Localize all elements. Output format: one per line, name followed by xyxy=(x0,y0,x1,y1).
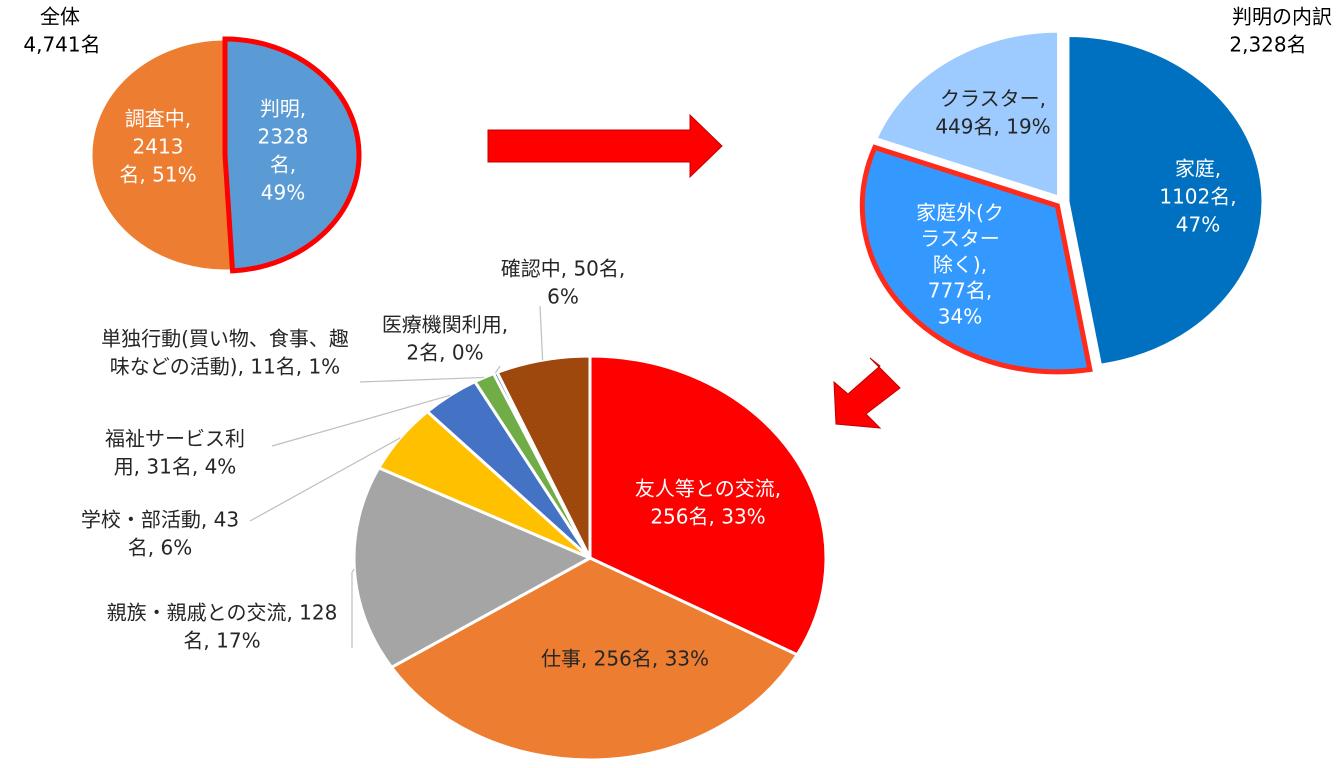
pie-slice xyxy=(588,354,828,657)
data-label: 名, 6% xyxy=(128,536,192,560)
arrow xyxy=(487,113,723,179)
data-label: 777名, xyxy=(928,279,993,303)
highlight-outline xyxy=(859,144,1093,375)
data-label: 家庭外(ク xyxy=(916,201,1004,225)
chart-subtitle: 4,741名 xyxy=(23,33,100,57)
leader-line xyxy=(249,437,401,522)
leader-line xyxy=(494,365,501,374)
data-label: 学校・部活動, 43 xyxy=(81,508,239,532)
leader-line xyxy=(359,376,485,383)
chart-subtitle: 2,328名 xyxy=(1229,33,1306,57)
data-label: 2413 xyxy=(133,135,184,159)
data-label: 1102名, xyxy=(1159,185,1236,209)
pie-slice xyxy=(873,29,1061,200)
pie-slice xyxy=(389,556,800,762)
pie-slice xyxy=(1066,33,1265,367)
data-label: 単独行動(買い物、食事、趣 xyxy=(101,327,349,351)
data-label: 味などの活動), 11名, 1% xyxy=(110,355,340,379)
data-label: 除く), xyxy=(933,253,987,277)
data-label: 判明, xyxy=(260,97,306,121)
chart-title: 全体 xyxy=(40,5,80,29)
data-label: 親族・親戚との交流, 128 xyxy=(107,601,338,625)
data-label: 確認中, 50名, xyxy=(501,257,626,281)
data-label: 名, 17% xyxy=(183,629,260,653)
data-label: 2328 xyxy=(258,125,309,149)
data-label: 名, 51% xyxy=(119,163,196,187)
data-label: ラスター xyxy=(920,227,1000,251)
data-label: 仕事, 256名, 33% xyxy=(541,647,709,671)
data-label: 医療機関利用, xyxy=(382,313,508,337)
data-label: 調査中, xyxy=(125,107,191,131)
highlight-outline xyxy=(222,36,362,274)
data-label: 34% xyxy=(938,305,982,329)
leader-line xyxy=(351,568,355,573)
data-label: 家庭, xyxy=(1175,157,1221,181)
data-label: クラスター, xyxy=(940,87,1046,111)
data-label: 6% xyxy=(547,285,579,309)
data-label: 名, xyxy=(270,153,296,177)
data-label: 福祉サービス利 xyxy=(105,427,245,451)
data-label: 用, 31名, 4% xyxy=(114,455,237,479)
pie-slice xyxy=(89,37,235,273)
data-label: 256名, 33% xyxy=(650,505,765,529)
leader-line xyxy=(539,305,544,361)
data-label: 449名, 19% xyxy=(935,115,1050,139)
chart-title: 判明の内訳 xyxy=(1232,5,1332,29)
leader-line xyxy=(271,394,451,447)
arrow xyxy=(833,357,901,429)
data-label: 2名, 0% xyxy=(406,341,483,365)
data-label: 47% xyxy=(1176,213,1220,237)
pie-slice xyxy=(495,354,592,559)
data-label: 友人等との交流, xyxy=(635,477,781,501)
data-label: 49% xyxy=(261,181,305,205)
